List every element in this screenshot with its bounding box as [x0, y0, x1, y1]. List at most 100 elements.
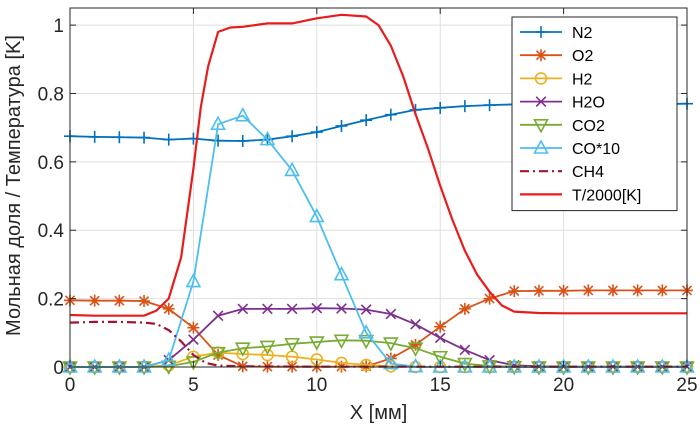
data-point-h2o — [262, 303, 273, 315]
legend-marker — [535, 26, 547, 38]
x-tick-label: 20 — [553, 375, 574, 396]
legend-label: N2 — [572, 25, 593, 42]
y-axis-label: Мольная доля / Температура [K] — [3, 35, 25, 336]
data-point-o2 — [606, 284, 619, 297]
data-point-co-10 — [111, 358, 128, 373]
data-point-o2 — [88, 294, 101, 307]
data-point-n2 — [310, 126, 323, 139]
data-point-h2 — [335, 356, 348, 370]
data-point-co2 — [358, 334, 375, 350]
legend-label: H2O — [572, 95, 605, 112]
plot-frame — [69, 7, 688, 368]
data-point-o2 — [656, 284, 669, 297]
legend-marker — [535, 49, 547, 62]
data-point-n2 — [458, 100, 471, 113]
data-point-h2o — [360, 304, 372, 315]
data-point-co2 — [333, 334, 350, 350]
data-point-o2 — [138, 295, 151, 308]
data-point-h2o — [385, 308, 397, 320]
data-point-co2 — [111, 361, 128, 376]
data-point-co-10 — [62, 358, 78, 373]
data-point-co2 — [210, 346, 226, 362]
data-point-o2 — [384, 352, 397, 365]
data-point-o2 — [212, 349, 225, 362]
legend-label: O2 — [572, 48, 593, 65]
legend-marker — [533, 139, 549, 154]
series-t-2000-k — [69, 13, 687, 317]
data-point-co2 — [308, 336, 325, 351]
data-point-co2 — [382, 337, 399, 352]
legend-marker — [534, 72, 548, 85]
data-point-n2 — [335, 119, 348, 132]
data-point-co2 — [654, 361, 671, 376]
data-point-co2 — [284, 337, 300, 353]
data-point-co-10 — [382, 354, 399, 370]
legend-box — [511, 16, 678, 212]
data-point-h2 — [359, 358, 373, 372]
legend-label: CO*10 — [572, 141, 620, 158]
data-point-co2 — [432, 350, 449, 366]
x-axis-label: X [мм] — [350, 402, 408, 424]
data-point-n2 — [162, 133, 175, 146]
data-point-n2 — [212, 134, 225, 147]
data-point-co2 — [136, 361, 152, 376]
data-point-co-10 — [86, 358, 103, 373]
data-point-h2o — [188, 334, 199, 346]
data-point-o2 — [582, 284, 595, 297]
data-point-h2 — [261, 348, 274, 362]
legend-marker — [535, 96, 547, 107]
data-point-n2 — [88, 130, 101, 143]
data-point-o2 — [483, 292, 496, 305]
legend-label: H2 — [572, 71, 593, 88]
data-point-n2 — [434, 101, 447, 114]
data-point-co-10 — [284, 161, 300, 177]
data-point-h2o — [212, 310, 224, 322]
data-point-co2 — [605, 361, 621, 376]
data-point-o2 — [557, 284, 570, 297]
data-point-co-10 — [308, 207, 325, 223]
data-point-co2 — [86, 361, 103, 376]
data-point-o2 — [532, 284, 545, 297]
data-point-co2 — [531, 361, 547, 376]
x-tick-label: 10 — [306, 375, 327, 396]
data-point-co2 — [580, 361, 597, 376]
data-point-h2o — [336, 303, 347, 314]
data-point-o2 — [434, 320, 447, 333]
data-point-co-10 — [358, 324, 375, 339]
data-point-o2 — [162, 302, 175, 315]
data-point-n2 — [360, 114, 373, 127]
x-tick-label: 15 — [430, 375, 451, 396]
data-point-co-10 — [333, 266, 350, 281]
tick-labels: 0 5 10 15 20 25 0 0.2 0.4 0.6 0.8 1 — [38, 16, 698, 396]
data-point-co2 — [407, 342, 424, 357]
data-point-o2 — [113, 294, 126, 307]
data-point-n2 — [286, 130, 299, 143]
data-point-co-10 — [136, 358, 152, 373]
y-tick-label: 0 — [53, 358, 64, 379]
data-point-co-10 — [555, 358, 572, 373]
y-tick-label: 0.6 — [38, 153, 64, 174]
data-point-h2o — [434, 332, 446, 344]
y-tick-label: 1 — [53, 16, 64, 37]
data-point-co-10 — [185, 272, 202, 288]
data-point-co-10 — [259, 130, 276, 146]
data-point-o2 — [409, 338, 422, 351]
data-point-co2 — [259, 340, 276, 356]
data-point-n2 — [113, 131, 126, 144]
data-point-co2 — [234, 342, 251, 357]
data-point-o2 — [187, 321, 200, 334]
y-tick-label: 0.8 — [38, 84, 64, 105]
data-point-n2 — [236, 135, 249, 148]
data-point-co-10 — [234, 107, 251, 122]
y-tick-label: 0.2 — [38, 290, 64, 311]
data-point-o2 — [631, 284, 644, 297]
data-point-h2o — [286, 303, 298, 315]
data-point-n2 — [138, 131, 151, 144]
data-point-co-10 — [160, 351, 177, 366]
legend-label: T/2000[K] — [572, 187, 641, 204]
legend-marker — [533, 119, 549, 134]
data-point-co2 — [629, 361, 646, 376]
x-tick-label: 25 — [676, 375, 697, 396]
legend-label: CH4 — [572, 164, 604, 181]
